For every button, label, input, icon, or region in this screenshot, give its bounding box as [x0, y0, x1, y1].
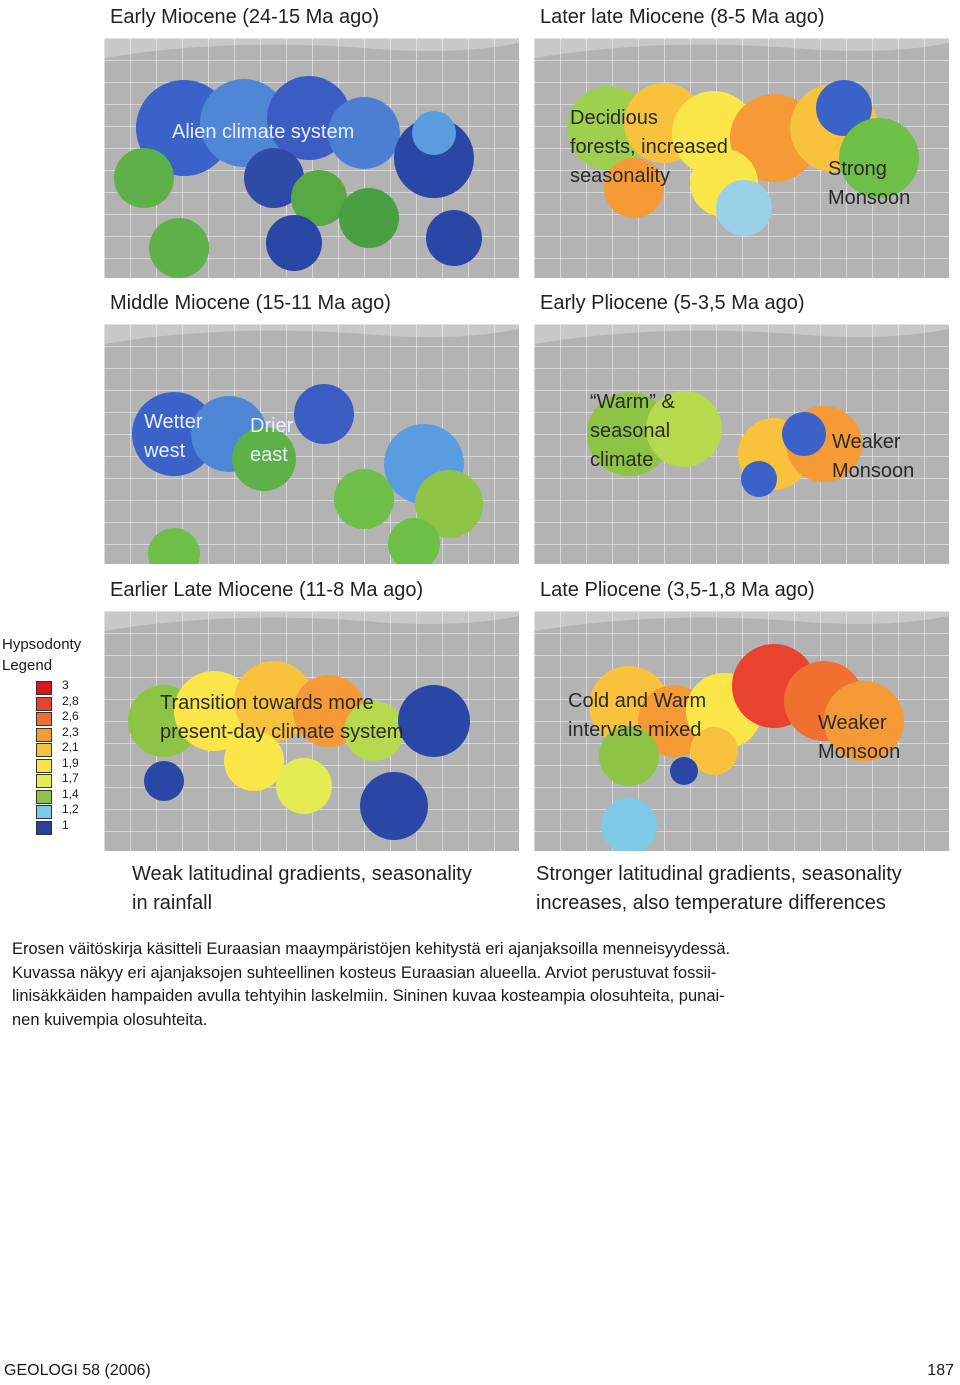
map-label: west: [144, 440, 186, 462]
map-label: Monsoon: [818, 741, 901, 763]
legend-swatch: [36, 681, 52, 695]
map-label: Monsoon: [832, 460, 915, 482]
panel-title: Late Pliocene (3,5-1,8 Ma ago): [540, 579, 815, 601]
legend-title-line: Legend: [2, 657, 53, 674]
panel-title: Later late Miocene (8-5 Ma ago): [540, 6, 825, 28]
panel-later-late-miocene: Later late Miocene (8-5 Ma ago) Decidiou…: [534, 0, 949, 278]
panel-title: Early Miocene (24-15 Ma ago): [110, 6, 380, 28]
note-line: in rainfall: [132, 892, 213, 914]
legend-swatch: [36, 820, 52, 835]
map-early-pliocene: [534, 324, 949, 564]
map-label: Wetter: [144, 411, 203, 433]
legend-value: 1,9: [62, 755, 79, 770]
map-later-late-miocene: [534, 38, 949, 278]
panel-late-pliocene: Late Pliocene (3,5-1,8 Ma ago) Cold and …: [534, 573, 949, 851]
map-label: seasonal: [590, 420, 671, 442]
map-label: intervals mixed: [568, 719, 702, 741]
legend-title: Hypsodonty Legend: [2, 634, 81, 676]
legend-value: 1: [62, 817, 69, 832]
legend-swatch: [36, 789, 52, 804]
map-late-pliocene: [534, 611, 949, 851]
legend-swatch: [36, 696, 52, 711]
legend-title-line: Hypsodonty: [2, 636, 82, 653]
map-label: Weaker: [818, 712, 887, 734]
map-label: climate: [590, 449, 654, 471]
map-label: “Warm” &: [590, 391, 675, 413]
panel-early-miocene: Early Miocene (24-15 Ma ago) Alien clima…: [104, 0, 519, 278]
journal-footer: GEOLOGI 58 (2006): [4, 1362, 151, 1379]
legend-value: 2,1: [62, 740, 79, 754]
map-label: Cold and Warm: [568, 690, 707, 712]
note-right: Stronger latitudinal gradients, seasonal…: [536, 860, 902, 918]
map-label: Monsoon: [828, 187, 911, 209]
legend-value: 2,6: [62, 709, 79, 723]
legend-swatch: [36, 758, 52, 773]
panel-title: Middle Miocene (15-11 Ma ago): [110, 292, 391, 314]
note-line: Weak latitudinal gradients, seasonality: [132, 863, 472, 885]
legend-swatch: [36, 712, 52, 726]
panel-early-pliocene: Early Pliocene (5-3,5 Ma ago) “Warm” & s…: [534, 286, 949, 564]
map-label: Drier: [250, 415, 294, 437]
caption-line: linisäkkäiden hampaiden avulla tehtyihin…: [12, 987, 725, 1005]
legend-value: 2,3: [62, 724, 79, 739]
map-label: Transition towards more: [160, 692, 374, 714]
page-number: 187: [927, 1362, 954, 1379]
caption-line: Erosen väitöskirja käsitteli Euraasian m…: [12, 940, 731, 958]
legend-swatch: [36, 774, 52, 788]
note-left: Weak latitudinal gradients, seasonality …: [132, 860, 472, 918]
map-label: Decidious: [570, 107, 658, 129]
legend-value: 1,4: [62, 786, 79, 801]
caption-line: Kuvassa näkyy eri ajanjaksojen suhteelli…: [12, 963, 717, 982]
map-early-miocene: [104, 38, 519, 278]
legend-value: 1,2: [62, 802, 79, 816]
legend-swatch: [36, 743, 52, 757]
panel-middle-miocene: Middle Miocene (15-11 Ma ago) Wetter wes…: [104, 286, 519, 564]
note-line: Stronger latitudinal gradients, seasonal…: [536, 863, 902, 885]
map-earlier-late-miocene: [104, 611, 519, 851]
map-label: present-day climate system: [160, 721, 404, 743]
map-label: Alien climate system: [172, 121, 355, 143]
map-middle-miocene: [104, 324, 519, 564]
map-label: forests, increased: [570, 136, 728, 158]
panel-title: Earlier Late Miocene (11-8 Ma ago): [110, 579, 424, 601]
map-label: seasonality: [570, 165, 671, 187]
legend-value: 2,8: [62, 693, 79, 708]
panel-title: Early Pliocene (5-3,5 Ma ago): [540, 292, 805, 314]
panel-earlier-late-miocene: Earlier Late Miocene (11-8 Ma ago) Trans…: [104, 573, 519, 851]
legend-value: 1,7: [62, 771, 79, 785]
caption-line: nen kuivempia olosuhteita.: [12, 1010, 208, 1029]
map-label: east: [250, 444, 288, 466]
legend-value: 3: [62, 678, 69, 692]
note-line: increases, also temperature differences: [536, 892, 886, 914]
map-label: Weaker: [832, 431, 901, 453]
legend-swatch: [36, 805, 52, 819]
figure-caption: Erosen väitöskirja käsitteli Euraasian m…: [12, 938, 952, 1032]
legend-swatch: [36, 727, 52, 742]
map-label: Strong: [828, 158, 887, 180]
